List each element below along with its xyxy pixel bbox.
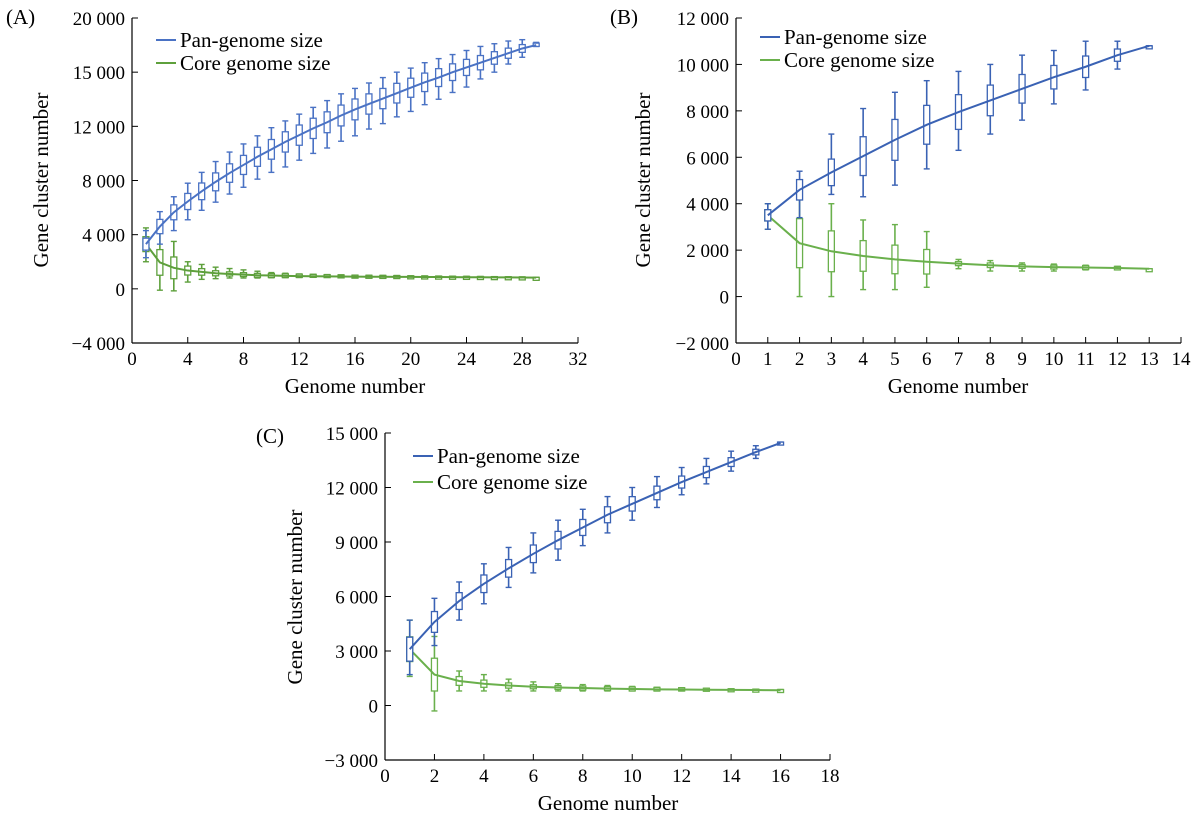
chart-c-core-line [409,648,781,692]
chart-b-xtick-label: 4 [858,349,868,370]
chart-c-xtick-label: 6 [529,766,539,787]
legend-c-pan-label: Pan-genome size [437,444,580,468]
chart-b-ytick-label: −2 000 [676,334,729,355]
chart-c-xtick-label: 8 [578,766,588,787]
chart-b-ytick-label: 0 [720,288,730,309]
chart-a-core-line [145,243,537,279]
legend-b-pan-label: Pan-genome size [784,25,927,49]
chart-c-xtick-label: 4 [479,766,489,787]
box [406,636,414,662]
chart-c-ytick-label: 15 000 [326,424,378,445]
box [1145,268,1153,273]
chart-b-series-core [764,184,1153,298]
legend-b-core-label: Core genome size [784,48,934,72]
chart-c-ytick-label: 12 000 [326,479,378,500]
chart-b-ytick-label: 4 000 [686,195,729,216]
chart-b-xtick-label: 2 [795,349,805,370]
chart-c-xtick-label: 2 [430,766,440,787]
chart-c-xtick-label: 12 [672,766,691,787]
chart-c-legend: Pan-genome size Core genome size [413,444,587,494]
chart-b-ytick-label: 12 000 [677,9,729,30]
chart-a-xtick-label: 20 [401,349,420,370]
chart-a-series-pan [142,38,540,259]
chart-b-ytick-label: 8 000 [686,102,729,123]
chart-a-ytick-label: 8 000 [82,172,125,193]
panel-a-label: (A) [6,5,35,29]
chart-c-series-core [406,619,785,712]
legend-c-core-label: Core genome size [437,470,587,494]
chart-a-xlabel: Genome number [285,374,426,398]
chart-c-xtick-label: 10 [623,766,642,787]
chart-c-xtick-label: 14 [722,766,742,787]
chart-b-xtick-label: 9 [1017,349,1027,370]
chart-a-ytick-label: −4 000 [72,334,125,355]
chart-b-xtick-label: 10 [1044,349,1063,370]
chart-a-ylabel: Gene cluster number [29,93,53,268]
chart-c-ytick-label: −3 000 [325,751,378,772]
chart-b-ylabel: Gene cluster number [631,93,655,268]
chart-b-core-line [767,214,1150,270]
chart-b-xtick-label: 5 [890,349,900,370]
panel-c-label: (C) [256,424,284,448]
chart-a-xtick-label: 8 [239,349,249,370]
chart-a-xtick-label: 0 [127,349,137,370]
chart-a-xtick-label: 4 [183,349,193,370]
chart-a-pan-line [145,44,537,245]
chart-b-xtick-label: 6 [922,349,932,370]
chart-b-ytick-label: 6 000 [686,148,729,169]
chart-b-xtick-label: 12 [1108,349,1127,370]
chart-c-xlabel: Genome number [538,791,679,815]
chart-a-xtick-label: 12 [290,349,309,370]
chart-b-xtick-label: 11 [1076,349,1094,370]
chart-b-xlabel: Genome number [888,374,1029,398]
chart-b-xtick-label: 14 [1172,349,1192,370]
chart-c-series-pan [406,441,785,676]
chart-b-ytick-label: 10 000 [677,55,729,76]
chart-b-xtick-label: 8 [986,349,996,370]
chart-c-xtick-label: 16 [771,766,790,787]
chart-b-legend: Pan-genome size Core genome size [760,25,934,72]
chart-b-ytick-label: 2 000 [686,241,729,262]
chart-a-xtick-label: 32 [569,349,588,370]
chart-a-ytick-label: 15 000 [73,63,125,84]
chart-a-ytick-label: 4 000 [82,226,125,247]
chart-b-pan-line [767,44,1150,217]
chart-c-ylabel: Gene cluster number [283,510,307,685]
chart-a-xtick-label: 28 [513,349,532,370]
chart-a-ytick-label: 0 [116,280,126,301]
chart-b-xtick-label: 7 [954,349,964,370]
chart-b-xtick-label: 3 [827,349,837,370]
chart-a-ytick-label: 20 000 [73,9,125,30]
chart-c-xtick-label: 18 [821,766,840,787]
box [764,209,772,222]
chart-a-legend: Pan-genome size Core genome size [156,28,330,75]
chart-b-xtick-label: 0 [731,349,741,370]
chart-c-pan-line [408,442,781,650]
chart-c-ytick-label: 9 000 [335,533,378,554]
chart-c-ytick-label: 0 [369,697,379,718]
legend-a-core-label: Core genome size [180,51,330,75]
chart-a-ytick-label: 12 000 [73,117,125,138]
chart-b-xtick-label: 13 [1140,349,1159,370]
chart-a-xtick-label: 24 [457,349,477,370]
panel-b-label: (B) [610,5,638,29]
chart-c-ytick-label: 3 000 [335,642,378,663]
chart-a-xtick-label: 16 [346,349,365,370]
chart-a-series-core [142,227,540,292]
chart-b-series-pan [764,40,1153,230]
chart-c-ytick-label: 6 000 [335,588,378,609]
chart-b-xtick-label: 1 [763,349,773,370]
legend-a-pan-label: Pan-genome size [180,28,323,52]
chart-c-xtick-label: 0 [380,766,390,787]
